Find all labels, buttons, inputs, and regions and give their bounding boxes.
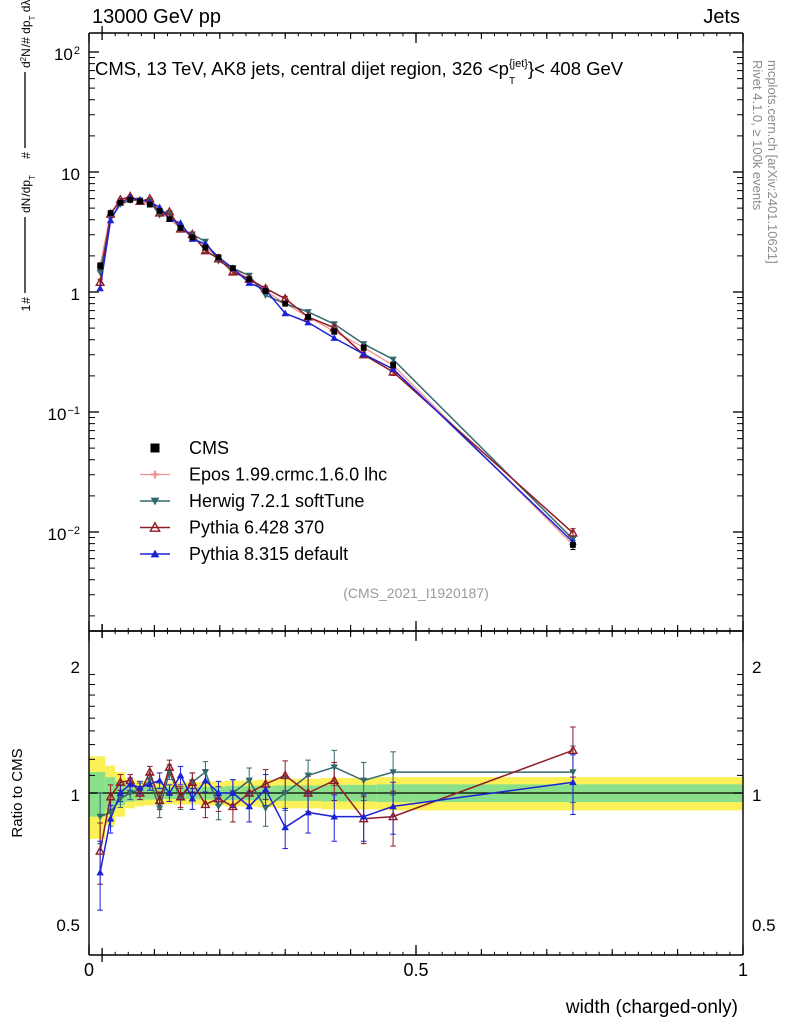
svg-text:1: 1	[752, 786, 761, 805]
svg-text:width (charged-only): width (charged-only)	[565, 997, 738, 1018]
svg-text:Herwig 7.2.1 softTune: Herwig 7.2.1 softTune	[189, 491, 364, 511]
svg-text:}< 408 GeV: }< 408 GeV	[528, 58, 624, 79]
svg-text:Pythia 6.428 370: Pythia 6.428 370	[189, 518, 324, 538]
svg-text:0.5: 0.5	[752, 916, 776, 935]
svg-text:1#: 1#	[19, 297, 33, 312]
svg-text:2: 2	[752, 658, 761, 677]
svg-text:CMS, 13 TeV, AK8 jets, central: CMS, 13 TeV, AK8 jets, central dijet reg…	[95, 58, 509, 79]
svg-text:T: T	[509, 76, 515, 87]
svg-text:13000 GeV pp: 13000 GeV pp	[92, 6, 221, 28]
svg-text:0.5: 0.5	[56, 916, 80, 935]
svg-text:0.5: 0.5	[403, 960, 428, 980]
svg-text:10: 10	[61, 165, 80, 184]
svg-text:0: 0	[84, 960, 94, 980]
svg-text:Pythia 8.315 default: Pythia 8.315 default	[189, 544, 348, 564]
svg-text:Ratio to CMS: Ratio to CMS	[9, 748, 26, 837]
svg-text:#: #	[19, 152, 33, 159]
svg-text:Epos 1.99.crmc.1.6.0 lhc: Epos 1.99.crmc.1.6.0 lhc	[189, 465, 387, 485]
svg-text:CMS: CMS	[189, 438, 229, 458]
svg-text:Rivet 4.1.0, ≥ 100k events: Rivet 4.1.0, ≥ 100k events	[750, 60, 765, 211]
svg-text:(CMS_2021_I1920187): (CMS_2021_I1920187)	[343, 585, 489, 601]
svg-text:Jets: Jets	[703, 6, 740, 28]
svg-text:1: 1	[738, 960, 748, 980]
svg-text:1: 1	[71, 285, 80, 304]
svg-text:mcplots.cern.ch [arXiv:2401.10: mcplots.cern.ch [arXiv:2401.10621]	[765, 60, 780, 264]
svg-text:{jet}: {jet}	[509, 58, 528, 70]
svg-text:2: 2	[71, 658, 80, 677]
svg-text:1: 1	[71, 786, 80, 805]
